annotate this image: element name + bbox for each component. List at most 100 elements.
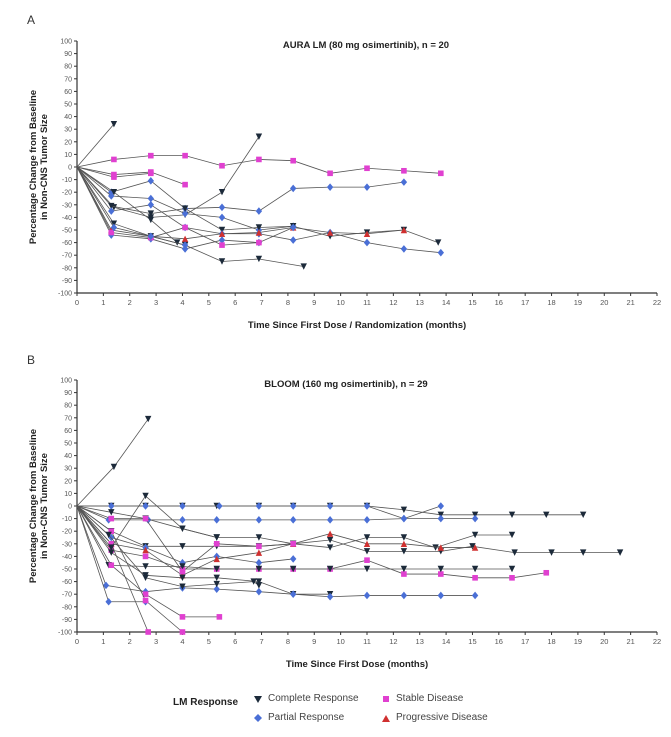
data-point-q4 — [400, 514, 408, 523]
data-point-q6 — [326, 536, 334, 544]
data-point-q9 — [437, 565, 445, 573]
y-tick-label: 80 — [64, 64, 72, 71]
data-point-q17 — [179, 583, 186, 590]
data-point-q19 — [179, 525, 186, 532]
x-tick-label: 5 — [207, 298, 211, 307]
y-axis-label: in Non-CNS Tumor Size — [39, 453, 50, 559]
y-tick-label: -20 — [62, 529, 72, 536]
data-point-q4 — [255, 516, 263, 524]
data-point-p2 — [111, 156, 117, 163]
x-tick-label: 12 — [389, 298, 397, 307]
x-axis-label: Time Since First Dose (months) — [286, 659, 428, 670]
x-tick-label: 13 — [416, 637, 424, 646]
data-point-p6 — [400, 178, 408, 186]
data-point-p2 — [364, 165, 370, 172]
series-line-p15 — [76, 166, 186, 246]
data-point-q12 — [437, 591, 445, 600]
x-tick-label: 22 — [653, 637, 661, 646]
data-point-q11 — [108, 549, 115, 556]
data-point-p9 — [147, 201, 155, 209]
y-tick-label: 10 — [64, 491, 72, 498]
data-point-q5 — [363, 534, 371, 541]
y-tick-label: 100 — [60, 378, 72, 385]
data-point-p7 — [108, 192, 115, 200]
data-point-p8 — [181, 205, 189, 212]
data-point-p12 — [219, 242, 225, 248]
data-point-q9 — [326, 565, 334, 573]
series-line-q6 — [76, 505, 621, 554]
data-point-p6 — [289, 184, 297, 193]
data-point-q6 — [579, 549, 587, 556]
x-tick-label: 14 — [442, 298, 450, 307]
series-line-q16 — [76, 505, 183, 633]
x-tick-label: 16 — [495, 637, 503, 646]
data-point-q9 — [213, 565, 220, 573]
data-point-q3 — [289, 502, 297, 510]
x-tick-label: 20 — [600, 637, 608, 646]
x-tick-label: 7 — [259, 298, 263, 307]
data-point-q18 — [108, 515, 115, 522]
y-tick-label: 90 — [64, 51, 72, 58]
x-tick-label: 9 — [312, 298, 316, 307]
chart-title: AURA LM (80 mg osimertinib), n = 20 — [283, 40, 449, 51]
x-tick-label: 3 — [154, 298, 158, 307]
data-point-q6 — [616, 549, 624, 556]
data-point-q9 — [289, 565, 297, 573]
data-point-q3 — [216, 502, 223, 510]
legend-item-stable-disease: Stable Disease — [382, 693, 463, 704]
data-point-q9 — [400, 565, 408, 573]
data-point-q15 — [145, 629, 151, 635]
data-point-p13 — [218, 258, 226, 265]
series-line-p4 — [76, 166, 186, 186]
data-point-q14 — [216, 614, 223, 620]
data-point-q6 — [179, 543, 186, 550]
x-tick-label: 14 — [442, 637, 450, 646]
y-tick-label: -50 — [62, 567, 72, 574]
data-point-q5 — [400, 534, 408, 541]
data-point-q5 — [432, 544, 439, 551]
y-tick-label: -60 — [62, 240, 72, 247]
x-tick-label: 8 — [286, 298, 290, 307]
x-tick-label: 11 — [363, 298, 371, 307]
data-point-p13 — [300, 263, 307, 270]
data-point-p3 — [218, 189, 226, 196]
y-tick-label: -20 — [62, 190, 72, 197]
x-tick-label: 0 — [75, 637, 79, 646]
panel-b-label: B — [27, 353, 36, 367]
data-point-p9 — [437, 248, 445, 257]
y-tick-label: 60 — [64, 89, 72, 96]
data-point-q12 — [471, 591, 479, 600]
y-tick-label: 0 — [68, 165, 72, 172]
data-point-p3 — [255, 133, 263, 140]
x-tick-label: 10 — [336, 298, 344, 307]
data-point-p6 — [218, 203, 226, 212]
x-tick-label: 15 — [468, 637, 476, 646]
data-point-p6 — [147, 177, 155, 185]
legend-title: LM Response — [173, 697, 239, 708]
x-tick-label: 21 — [626, 298, 634, 307]
series-line-p14 — [76, 166, 178, 243]
series-line-q12 — [76, 505, 476, 598]
data-point-q18 — [142, 515, 149, 522]
data-point-p9 — [400, 245, 408, 253]
data-point-q2 — [543, 511, 550, 519]
y-tick-label: -10 — [62, 177, 72, 184]
data-point-q4 — [213, 516, 220, 524]
data-point-p10 — [400, 226, 408, 234]
data-point-p9 — [363, 238, 371, 247]
y-tick-label: -30 — [62, 541, 72, 548]
data-point-q18 — [179, 568, 186, 575]
y-tick-label: -90 — [62, 278, 72, 285]
data-point-q4 — [363, 516, 371, 524]
series-line-p6 — [76, 166, 404, 212]
legend-label: Partial Response — [268, 712, 345, 723]
x-tick-label: 11 — [363, 637, 371, 646]
data-point-q3 — [326, 502, 334, 510]
data-point-q5 — [508, 531, 516, 539]
series-line-q11 — [76, 505, 331, 595]
x-tick-label: 17 — [521, 637, 529, 646]
legend-item-progressive-disease: Progressive Disease — [382, 712, 488, 723]
data-point-q11 — [255, 578, 263, 585]
x-tick-label: 22 — [653, 298, 661, 307]
x-tick-label: 19 — [574, 637, 582, 646]
